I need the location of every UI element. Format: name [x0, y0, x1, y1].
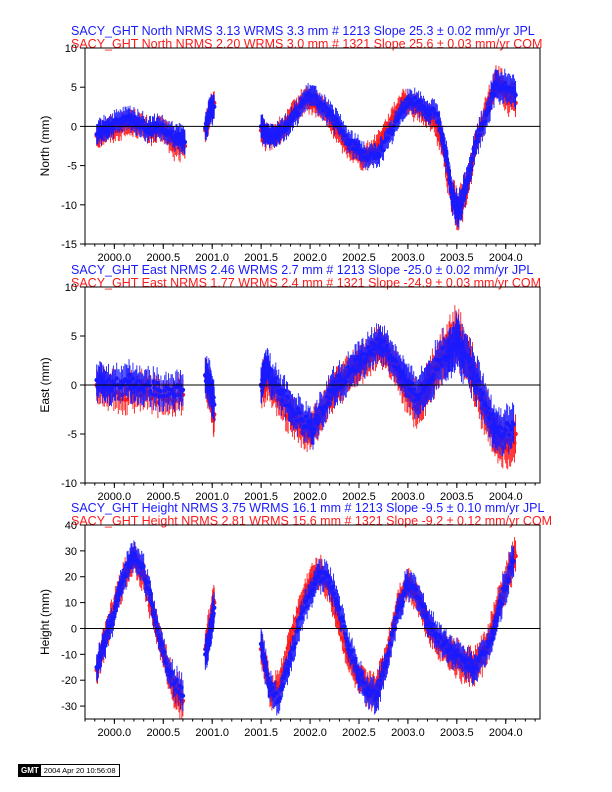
plot-frame: [84, 524, 541, 720]
data-point: [180, 693, 186, 699]
x-tick-label: 2001.5: [244, 727, 278, 739]
x-tick-label: 2003.5: [440, 727, 474, 739]
series-1: [94, 310, 516, 457]
data-point: [211, 402, 217, 407]
chart-title-line: SACY_GHT North NRMS 3.13 WRMS 3.3 mm # 1…: [71, 24, 535, 38]
x-tick-label: 2001.5: [244, 491, 278, 503]
y-tick-label: 5: [71, 82, 77, 94]
y-tick-label: 10: [65, 598, 77, 610]
chart-title-line: SACY_GHT Height NRMS 2.81 WRMS 15.6 mm #…: [71, 514, 552, 528]
y-axis-label: North (mm): [38, 116, 52, 177]
chart-panel-0: SACY_GHT North NRMS 3.13 WRMS 3.3 mm # 1…: [38, 24, 542, 264]
y-tick-label: 0: [71, 121, 77, 133]
data-layer: [94, 537, 518, 719]
chart-title-line: SACY_GHT East NRMS 1.77 WRMS 2.4 mm # 13…: [71, 276, 541, 290]
x-tick-label: 2003.5: [440, 491, 474, 503]
plot-frame: [84, 47, 541, 245]
y-tick-label: 5: [71, 331, 77, 343]
data-point: [513, 431, 518, 437]
y-tick-label: 10: [65, 282, 77, 294]
x-tick-label: 2000.0: [98, 252, 132, 264]
y-tick-label: -30: [61, 701, 77, 713]
x-tick-label: 2001.0: [195, 727, 229, 739]
data-point: [511, 558, 516, 564]
y-tick-label: -5: [67, 429, 77, 441]
x-tick-label: 2000.5: [146, 727, 180, 739]
data-point: [513, 553, 518, 559]
y-axis-label: Height (mm): [38, 589, 52, 655]
data-point: [211, 104, 217, 110]
x-tick-label: 2003.0: [391, 252, 425, 264]
y-tick-label: 30: [65, 546, 77, 558]
chart-title-line: SACY_GHT Height NRMS 3.75 WRMS 16.1 mm #…: [71, 501, 545, 515]
chart-title-line: SACY_GHT North NRMS 2.20 WRMS 3.0 mm # 1…: [71, 37, 542, 51]
y-tick-label: 10: [65, 43, 77, 55]
y-tick-label: 0: [71, 380, 77, 392]
data-point: [182, 139, 188, 145]
x-tick-label: 2002.0: [293, 727, 327, 739]
y-tick-label: -15: [61, 239, 77, 251]
x-tick-label: 2002.5: [342, 727, 376, 739]
x-tick-label: 2002.0: [293, 252, 327, 264]
x-tick-label: 2004.0: [489, 491, 523, 503]
y-tick-label: -20: [61, 675, 77, 687]
x-tick-label: 2002.5: [342, 252, 376, 264]
series-1: [94, 540, 516, 716]
y-tick-label: 40: [65, 520, 77, 532]
y-tick-label: 20: [65, 572, 77, 584]
x-tick-label: 2001.0: [195, 491, 229, 503]
timestamp: 2004 Apr 20 10:56:08: [40, 765, 119, 776]
y-axis-label: East (mm): [38, 357, 52, 412]
gmt-timestamp-stamp: GMT 2004 Apr 20 10:56:08: [18, 764, 120, 777]
series-1: [94, 68, 518, 229]
x-tick-label: 2002.0: [293, 491, 327, 503]
data-layer: [94, 65, 518, 231]
x-tick-label: 2003.5: [440, 252, 474, 264]
x-tick-label: 2001.0: [195, 252, 229, 264]
data-point: [180, 387, 186, 393]
x-tick-label: 2000.0: [98, 727, 132, 739]
x-tick-label: 2000.5: [146, 252, 180, 264]
x-tick-label: 2003.0: [391, 491, 425, 503]
gmt-logo: GMT: [19, 765, 41, 776]
y-tick-label: 0: [71, 623, 77, 635]
chart-panel-2: SACY_GHT Height NRMS 3.75 WRMS 16.1 mm #…: [38, 501, 552, 739]
x-tick-label: 2000.5: [146, 491, 180, 503]
x-tick-label: 2000.0: [98, 491, 132, 503]
x-tick-label: 2001.5: [244, 252, 278, 264]
chart-panel-1: SACY_GHT East NRMS 2.46 WRMS 2.7 mm # 12…: [38, 263, 541, 503]
data-point: [511, 421, 516, 427]
data-point: [513, 92, 518, 98]
x-tick-label: 2003.0: [391, 727, 425, 739]
y-tick-label: -10: [61, 478, 77, 490]
y-tick-label: -10: [61, 200, 77, 212]
x-tick-label: 2004.0: [489, 727, 523, 739]
y-tick-label: -5: [67, 161, 77, 173]
chart-title-line: SACY_GHT East NRMS 2.46 WRMS 2.7 mm # 12…: [71, 263, 533, 277]
x-tick-label: 2004.0: [489, 252, 523, 264]
data-layer: [94, 305, 518, 470]
x-tick-label: 2002.5: [342, 491, 376, 503]
data-point: [211, 605, 217, 611]
y-tick-label: -10: [61, 649, 77, 661]
